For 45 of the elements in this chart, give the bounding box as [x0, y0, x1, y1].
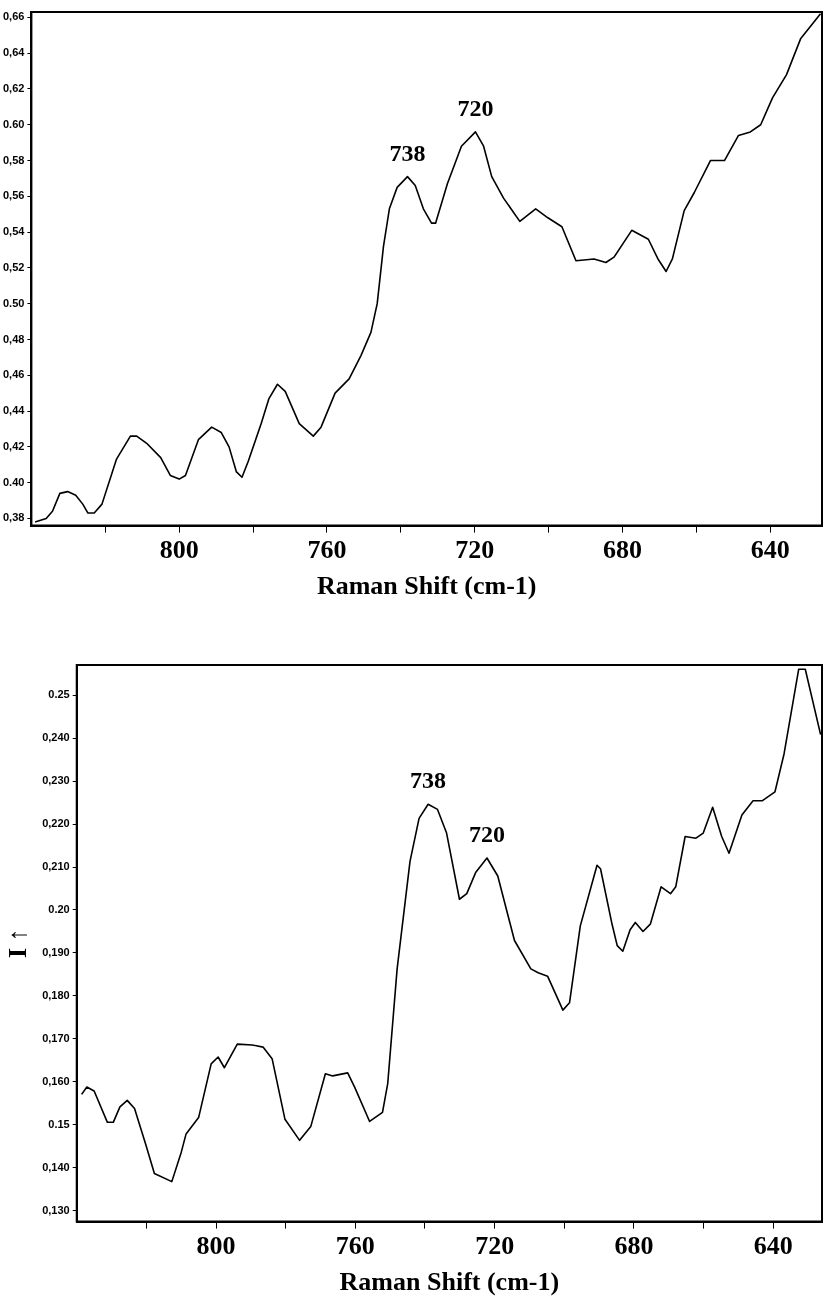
y-tick-label: 0,58: [2, 153, 25, 166]
y-tick-label: 0,52: [2, 260, 25, 273]
y-tick-label: 0,140: [42, 1160, 70, 1173]
annotation: 720: [468, 821, 505, 848]
y-tick-label: 0.25: [48, 688, 70, 701]
x-tick-label: 800: [159, 534, 199, 564]
y-tick-label: 0,160: [42, 1074, 70, 1087]
x-axis-title: Raman Shift (cm-1): [339, 1267, 560, 1297]
y-tick-label: 0.60: [2, 117, 25, 130]
y-tick-label: 0,44: [2, 404, 26, 417]
y-tick-label: 0.20: [48, 903, 70, 916]
y-tick-label: 0,230: [42, 774, 70, 787]
annotation: 738: [410, 767, 447, 794]
y-tick-label: 0,56: [2, 189, 25, 202]
y-tick-label: 0.40: [2, 475, 25, 488]
y-tick-label: 0,62: [2, 81, 25, 94]
y-tick-label: 0,48: [2, 332, 25, 345]
y-tick-label: 0,54: [2, 225, 26, 238]
y-tick-label: 0,64: [2, 46, 26, 59]
x-tick-label: 760: [307, 534, 347, 564]
y-axis-title: I ↑: [3, 928, 33, 959]
x-tick-label: 720: [475, 1230, 515, 1260]
y-tick-label: 0,210: [42, 860, 70, 873]
y-tick-label: 0,240: [42, 731, 70, 744]
y-tick-label: 0,38: [2, 511, 25, 524]
y-tick-label: 0,130: [42, 1203, 70, 1216]
y-tick-label: 0.15: [48, 1117, 70, 1130]
y-tick-label: 0.50: [2, 296, 25, 309]
x-axis-title: Raman Shift (cm-1): [316, 571, 537, 601]
y-tick-label: 0,170: [42, 1031, 70, 1044]
y-tick-label: 0,42: [2, 439, 25, 452]
x-tick-label: 640: [753, 1230, 793, 1260]
annotation: 720: [457, 95, 494, 122]
x-tick-label: 640: [750, 534, 790, 564]
x-tick-label: 720: [455, 534, 495, 564]
annotation: 738: [389, 139, 426, 166]
y-tick-label: 0,66: [2, 10, 25, 23]
x-tick-label: 680: [614, 1230, 654, 1260]
y-tick-label: 0,190: [42, 946, 70, 958]
y-tick-label: 0,180: [42, 988, 70, 1001]
y-tick-label: 0,46: [2, 368, 25, 381]
x-tick-label: 760: [335, 1230, 375, 1260]
x-tick-label: 680: [603, 534, 643, 564]
y-tick-label: 0,220: [42, 817, 70, 830]
x-tick-label: 800: [196, 1230, 236, 1260]
